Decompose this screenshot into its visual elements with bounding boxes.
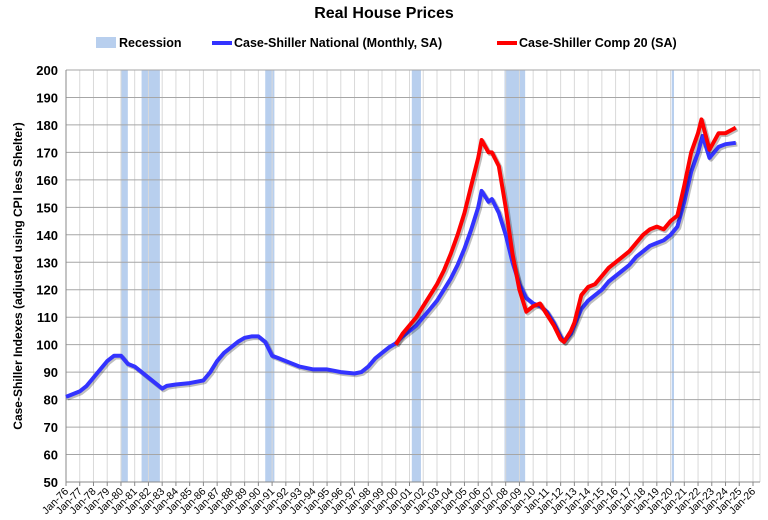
chart-title: Real House Prices bbox=[314, 5, 454, 22]
y-tick-label: 140 bbox=[36, 228, 58, 243]
x-axis: Jan-76Jan-77Jan-78Jan-79Jan-80Jan-81Jan-… bbox=[40, 481, 760, 517]
grid bbox=[65, 69, 761, 483]
y-tick-label: 110 bbox=[37, 310, 58, 325]
series-shadow bbox=[66, 135, 738, 401]
y-axis-label: Case-Shiller Indexes (adjusted using CPI… bbox=[11, 122, 25, 429]
legend-recession-swatch bbox=[96, 37, 116, 48]
y-tick-label: 200 bbox=[36, 63, 58, 78]
recession-band bbox=[411, 70, 421, 482]
y-tick-label: 120 bbox=[36, 283, 58, 298]
y-tick-label: 100 bbox=[36, 338, 58, 353]
series-line-national bbox=[65, 133, 737, 399]
legend: Recession Case-Shiller National (Monthly… bbox=[96, 36, 677, 50]
recession-band bbox=[265, 70, 275, 482]
y-tick-label: 180 bbox=[36, 118, 58, 133]
y-axis: 50 60 70 80 90 100 110 120 130 140 150 160 170 180 190… bbox=[36, 63, 67, 490]
recession-band bbox=[120, 70, 128, 482]
series-line-comp20 bbox=[394, 117, 737, 346]
y-tick-label: 170 bbox=[36, 145, 58, 160]
recession-bands bbox=[120, 70, 674, 482]
y-tick-label: 160 bbox=[36, 173, 58, 188]
legend-comp20-label: Case-Shiller Comp 20 (SA) bbox=[519, 36, 677, 50]
series-shadow bbox=[395, 118, 739, 348]
y-tick-label: 60 bbox=[44, 448, 58, 463]
series-lines bbox=[65, 117, 739, 401]
y-tick-label: 130 bbox=[36, 255, 58, 270]
y-tick-label: 150 bbox=[36, 200, 58, 215]
y-tick-label: 190 bbox=[36, 90, 58, 105]
legend-national-label: Case-Shiller National (Monthly, SA) bbox=[234, 36, 442, 50]
legend-recession-label: Recession bbox=[119, 36, 182, 50]
y-tick-label: 80 bbox=[44, 393, 58, 408]
y-tick-label: 90 bbox=[44, 365, 58, 380]
recession-band bbox=[671, 70, 674, 482]
y-tick-label: 70 bbox=[44, 420, 58, 435]
y-tick-label: 50 bbox=[44, 475, 58, 490]
recession-band bbox=[141, 70, 160, 482]
